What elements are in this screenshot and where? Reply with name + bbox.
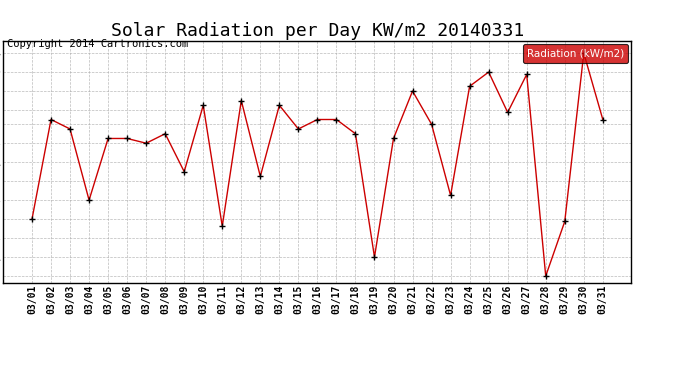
Text: Copyright 2014 Cartronics.com: Copyright 2014 Cartronics.com <box>7 39 188 50</box>
Title: Solar Radiation per Day KW/m2 20140331: Solar Radiation per Day KW/m2 20140331 <box>111 22 524 40</box>
Legend: Radiation (kW/m2): Radiation (kW/m2) <box>522 44 628 63</box>
